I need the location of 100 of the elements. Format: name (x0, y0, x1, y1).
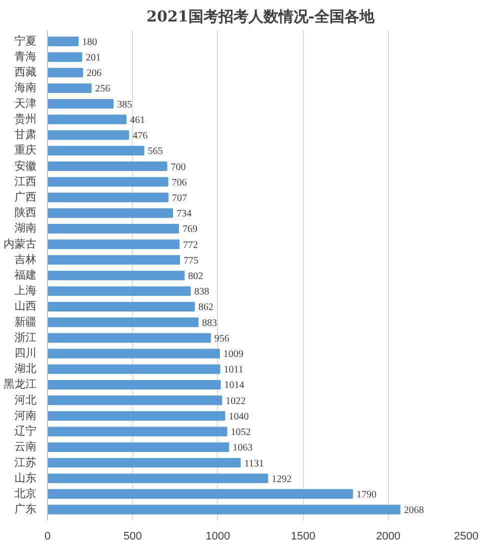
data-label: 1292 (272, 474, 292, 485)
bar (48, 192, 168, 202)
bar (48, 489, 354, 499)
data-label: 769 (182, 224, 198, 236)
data-label: 707 (172, 192, 187, 204)
data-label: 206 (86, 68, 102, 80)
bar (48, 208, 174, 218)
data-label: 1011 (224, 364, 244, 376)
y-tick-label: 山西 (14, 300, 36, 313)
bar (48, 348, 220, 358)
bar (48, 270, 185, 280)
y-tick-label: 山东 (14, 471, 36, 484)
bar (48, 364, 220, 374)
y-tick-label: 江西 (14, 176, 36, 188)
y-tick-label: 西藏 (14, 66, 36, 79)
bar (48, 177, 168, 187)
bar (48, 255, 180, 265)
bar (48, 83, 92, 94)
data-label: 706 (172, 177, 187, 188)
data-label: 700 (170, 162, 186, 173)
bar (48, 240, 180, 250)
bar (48, 146, 144, 156)
data-label: 476 (132, 130, 148, 142)
data-label: 1040 (228, 411, 249, 422)
data-label: 772 (183, 240, 198, 251)
y-tick-label: 吉林 (14, 252, 36, 266)
y-tick-label: 黑龙江 (4, 378, 36, 391)
data-label: 1009 (223, 349, 244, 360)
data-label: 862 (198, 302, 214, 314)
y-tick-label: 福建 (14, 268, 36, 282)
data-label: 734 (176, 208, 192, 220)
y-tick-label: 广西 (14, 190, 36, 204)
y-tick-label: 宁夏 (14, 34, 36, 48)
data-label: 461 (130, 114, 146, 126)
y-tick-label: 北京 (14, 486, 36, 500)
bar (48, 396, 222, 406)
y-tick-label: 海南 (14, 81, 36, 94)
data-label: 1063 (232, 442, 253, 454)
chart-title: 2021国考招考人数情况-全国各地 (146, 8, 376, 26)
bar (48, 504, 400, 514)
data-label: 201 (86, 52, 101, 64)
bar (48, 302, 195, 312)
bar (48, 68, 84, 78)
data-label: 1022 (226, 396, 246, 407)
data-label: 802 (188, 271, 204, 282)
y-tick-label: 新疆 (14, 315, 36, 328)
bar (48, 286, 191, 296)
bar (48, 114, 127, 124)
y-tick-label: 贵州 (14, 112, 36, 126)
data-label: 1014 (224, 380, 244, 392)
bar (48, 474, 268, 484)
bar (48, 380, 221, 390)
x-tick-label: 2000 (376, 530, 401, 542)
bar (48, 161, 168, 172)
data-label: 775 (184, 255, 199, 266)
bar (48, 458, 241, 468)
x-tick-label: 0 (44, 530, 51, 542)
bar (48, 224, 180, 234)
y-tick-label: 青海 (14, 50, 36, 64)
y-tick-label: 陕西 (14, 207, 36, 220)
y-tick-label: 云南 (14, 440, 36, 454)
bar (48, 52, 82, 62)
y-tick-label: 江苏 (14, 456, 36, 469)
x-tick-label: 1000 (206, 530, 230, 542)
bar (48, 426, 228, 436)
data-label: 838 (194, 286, 210, 298)
y-tick-label: 安徽 (14, 159, 36, 172)
y-tick-label: 重庆 (14, 144, 36, 157)
y-tick-label: 内蒙古 (4, 237, 36, 250)
data-label: 180 (82, 36, 98, 48)
bar (48, 333, 211, 343)
y-tick-label: 湖北 (14, 362, 36, 376)
bar (48, 411, 226, 421)
bar (48, 442, 230, 452)
x-tick-label: 500 (124, 530, 142, 542)
y-tick-label: 湖南 (14, 222, 36, 235)
y-tick-label: 四川 (14, 346, 36, 360)
data-label: 1131 (244, 458, 264, 470)
y-tick-label: 天津 (14, 96, 36, 110)
bar (48, 36, 79, 46)
bar (48, 99, 114, 109)
data-label: 385 (117, 99, 132, 110)
data-label: 883 (202, 318, 217, 329)
data-label: 256 (95, 84, 110, 95)
data-label: 1052 (230, 427, 251, 438)
data-label: 565 (148, 146, 163, 158)
y-tick-label: 上海 (14, 284, 36, 298)
y-tick-label: 甘肃 (14, 128, 36, 142)
x-tick-label: 1500 (290, 530, 316, 542)
y-tick-label: 广东 (14, 502, 36, 516)
bar (48, 130, 130, 140)
data-label: 2068 (404, 505, 424, 516)
y-tick-label: 河南 (14, 408, 36, 422)
bar (48, 318, 198, 328)
y-tick-label: 辽宁 (14, 424, 36, 438)
data-label: 1790 (356, 489, 377, 500)
y-tick-label: 浙江 (14, 330, 36, 344)
y-tick-label: 河北 (14, 393, 36, 406)
data-label: 956 (214, 333, 230, 344)
x-tick-label: 2500 (454, 530, 479, 542)
